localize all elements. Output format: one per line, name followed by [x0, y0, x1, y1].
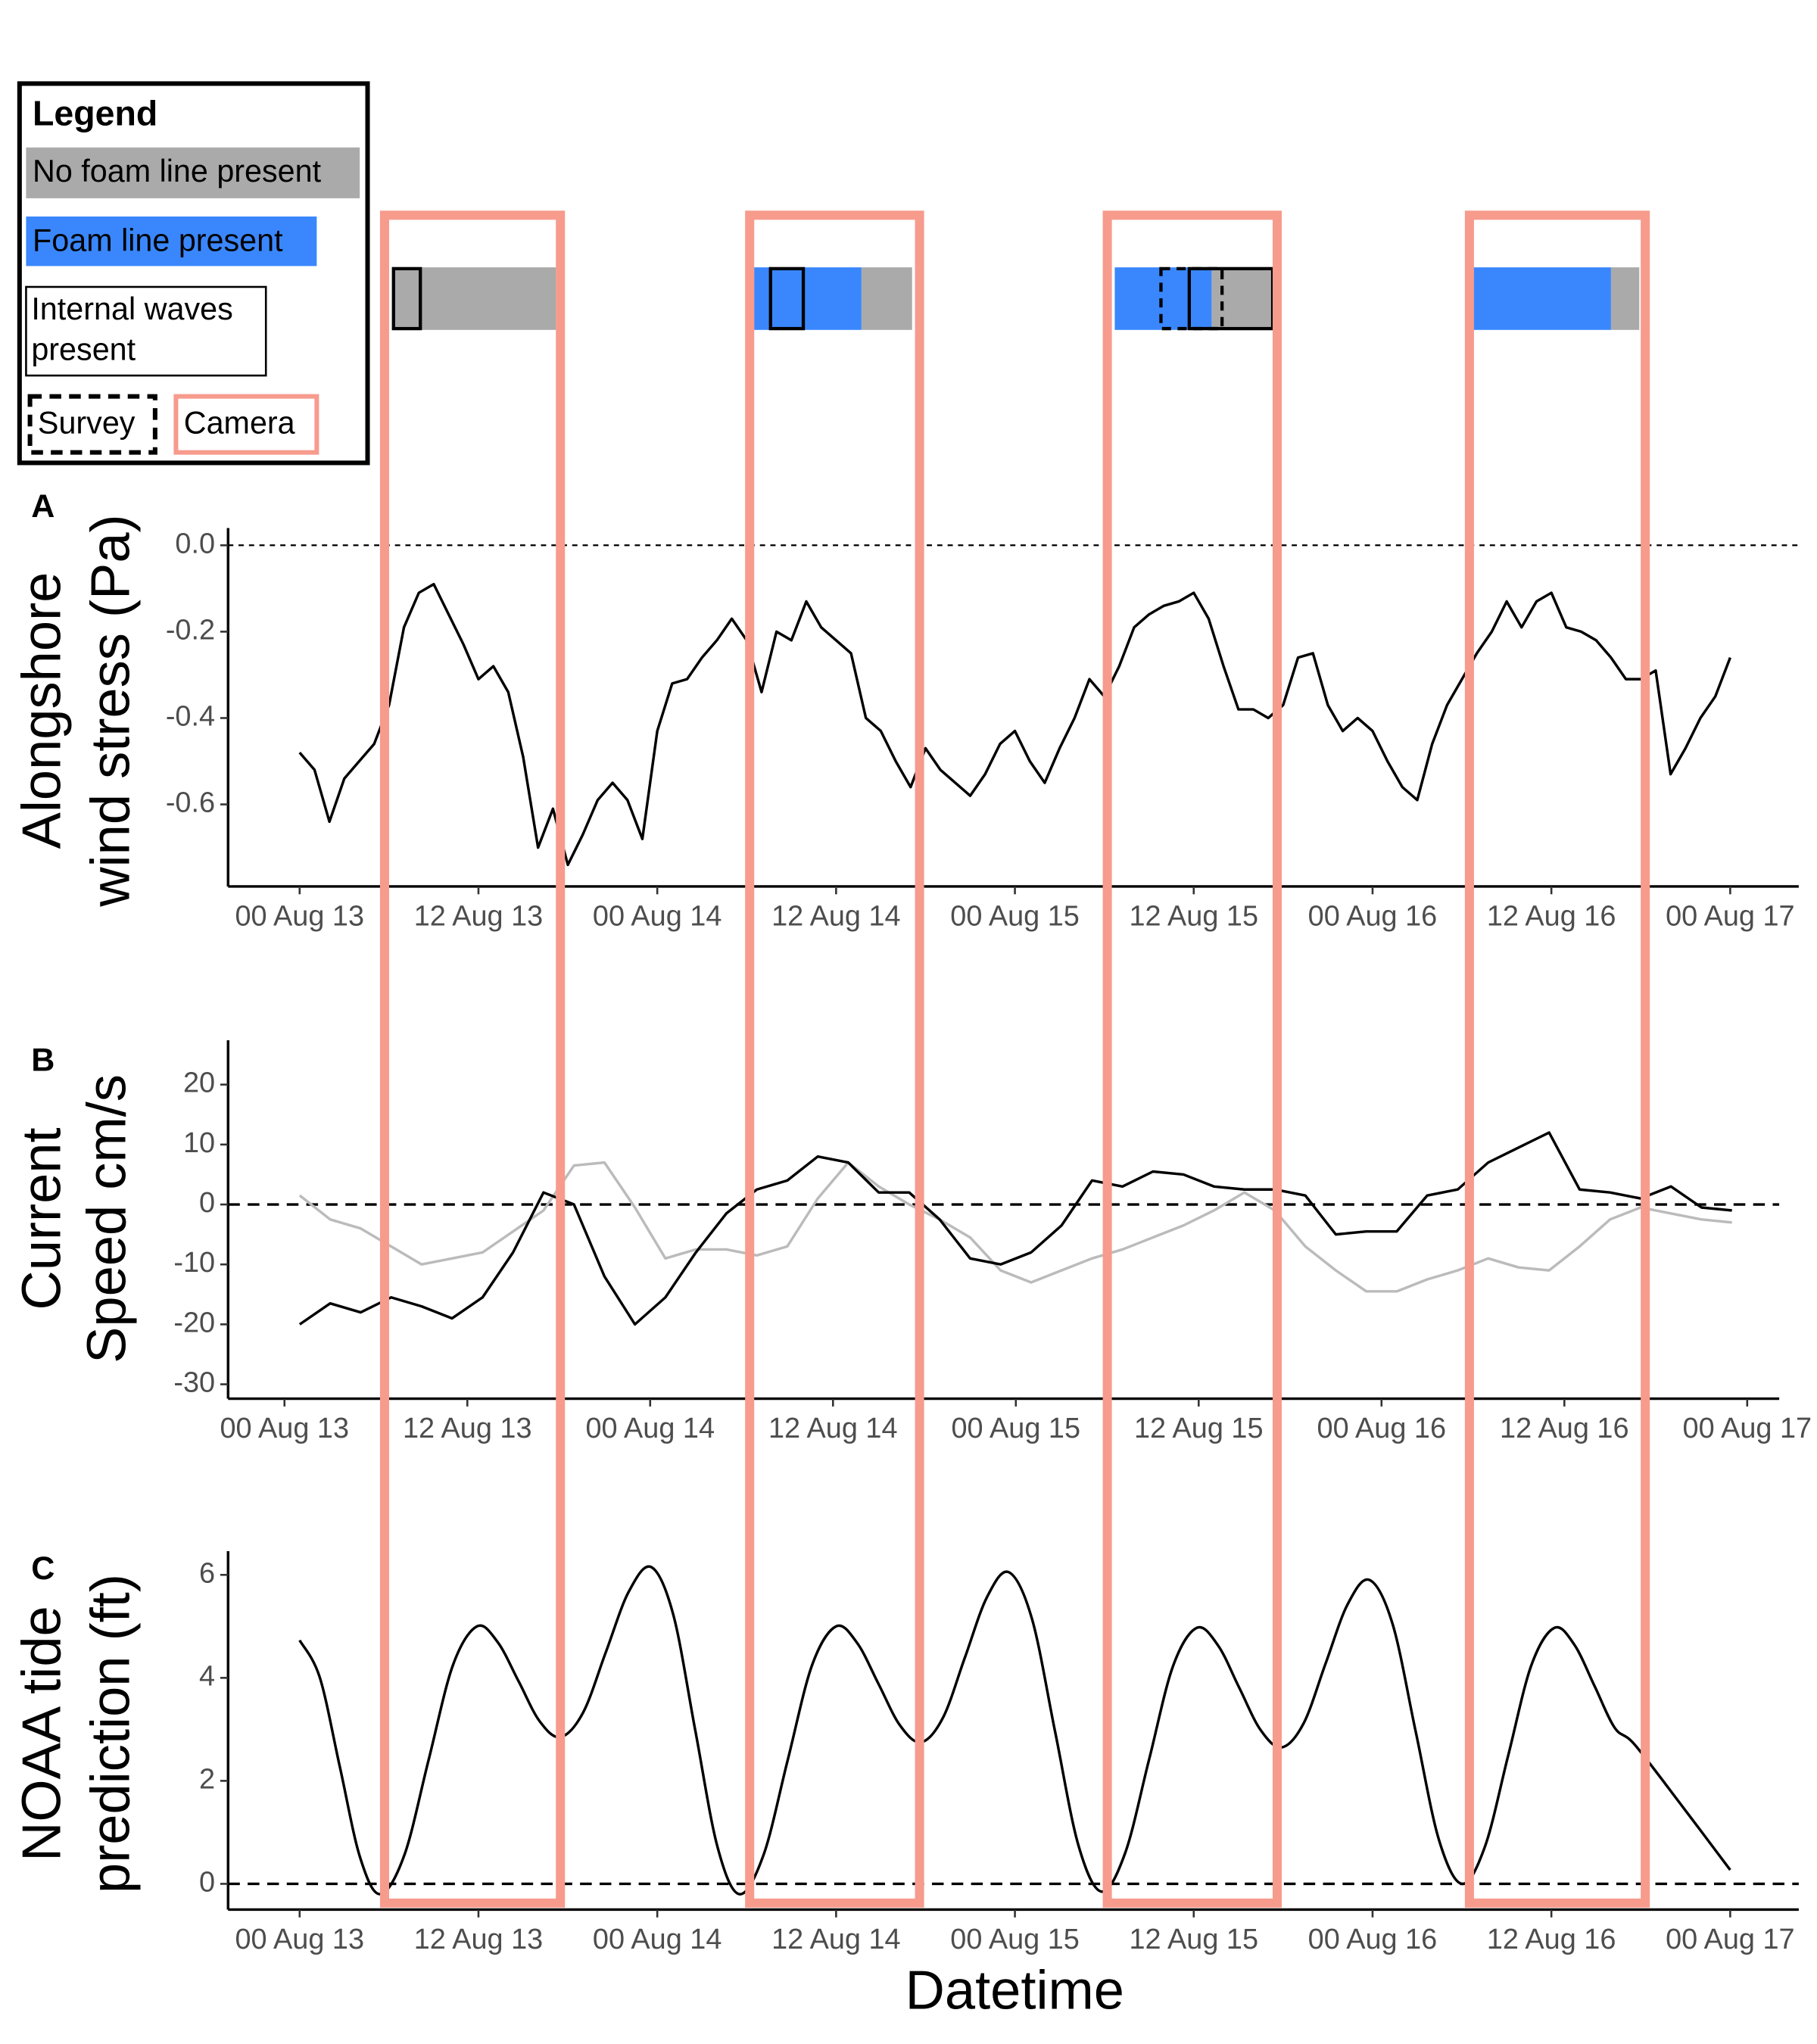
camera-overlay: [379, 210, 1650, 1908]
x-tick-label: 00 Aug 16: [1308, 900, 1438, 932]
x-tick-label: 12 Aug 16: [1500, 1413, 1629, 1444]
y-tick-label: 0: [199, 1866, 215, 1898]
y-tick-label: -0.6: [166, 787, 215, 819]
y-tick-label: 0: [199, 1187, 215, 1219]
legend-label-box: Internal waves present: [31, 291, 233, 368]
legend: Legend No foam line present Foam line pr…: [17, 81, 370, 466]
x-tick-label: 00 Aug 15: [950, 1924, 1080, 1955]
y-tick-label: 2: [199, 1763, 215, 1795]
x-tick-label: 00 Aug 15: [952, 1413, 1081, 1444]
legend-label: Survey: [38, 405, 136, 440]
x-tick-label: 12 Aug 16: [1487, 1924, 1616, 1955]
x-tick-label: 12 Aug 14: [771, 900, 901, 932]
x-tick-label: 00 Aug 13: [235, 1924, 364, 1955]
legend-label: Foam line present: [33, 223, 283, 257]
legend-label: No foam line present: [33, 154, 322, 189]
y-tick-label: 0.0: [175, 528, 215, 559]
x-tick-label: 00 Aug 14: [585, 1413, 715, 1444]
y-axis-label: Speed cm/s: [76, 1074, 137, 1363]
data-line: [298, 582, 1731, 867]
y-tick-label: 10: [183, 1127, 215, 1159]
x-tick-label: 00 Aug 17: [1666, 900, 1795, 932]
x-tick-label: 00 Aug 17: [1666, 1924, 1795, 1955]
x-axis-label: Datetime: [905, 1960, 1124, 2021]
data-line: [298, 1565, 1731, 1896]
x-tick-label: 00 Aug 16: [1317, 1413, 1447, 1444]
foam-state-bar: [393, 267, 556, 330]
y-tick-label: -0.4: [166, 700, 215, 732]
y-axis-label: Alongshore: [11, 572, 72, 849]
foam-state-bar: [1114, 267, 1212, 330]
y-tick-label: 4: [199, 1660, 215, 1692]
x-tick-label: 12 Aug 13: [403, 1413, 532, 1444]
foam-state-bar: [861, 267, 912, 330]
y-tick-label: -10: [173, 1247, 215, 1279]
y-axis-label: prediction (ft): [81, 1574, 142, 1893]
legend-label: Internal waves present: [31, 291, 233, 368]
x-tick-label: 00 Aug 13: [220, 1413, 349, 1444]
camera-window: [1102, 210, 1282, 1908]
legend-swatch: [27, 394, 157, 455]
panel-label: A: [31, 488, 55, 525]
data-line: [298, 1131, 1732, 1326]
y-axis-label: Current: [11, 1127, 72, 1310]
x-tick-label: 12 Aug 15: [1134, 1413, 1264, 1444]
x-tick-label: 00 Aug 13: [235, 900, 364, 932]
survey-window: [1159, 266, 1224, 331]
x-tick-label: 00 Aug 14: [593, 900, 722, 932]
x-tick-label: 12 Aug 13: [414, 900, 544, 932]
x-tick-label: 12 Aug 15: [1129, 900, 1258, 932]
x-tick-label: 00 Aug 15: [950, 900, 1080, 932]
legend-swatch: [173, 394, 319, 455]
internal-waves-window: [768, 266, 806, 331]
x-tick-label: 12 Aug 16: [1487, 900, 1616, 932]
y-tick-label: -20: [173, 1307, 215, 1338]
camera-window: [379, 210, 566, 1908]
legend-label: Camera: [184, 405, 295, 440]
y-axis-label: wind stress (Pa): [81, 514, 142, 907]
plots: 0.0 -0.2 -0.4 -0.6 00 Aug 13 12 Aug 13 00 Aug …: [11, 266, 1812, 2021]
x-tick-label: 12 Aug 14: [771, 1924, 901, 1955]
x-tick-label: 00 Aug 14: [593, 1924, 722, 1955]
x-tick-label: 00 Aug 16: [1308, 1924, 1438, 1955]
data-line: [298, 1161, 1732, 1293]
camera-window: [1464, 210, 1650, 1908]
foam-state-bar: [1610, 267, 1640, 330]
foam-state-bar: [1472, 267, 1611, 330]
panel-label: B: [31, 1042, 55, 1079]
y-tick-label: -30: [173, 1367, 215, 1399]
camera-window: [745, 210, 924, 1908]
y-tick-label: 6: [199, 1557, 215, 1589]
y-axis-label: NOAA tide: [11, 1606, 72, 1862]
legend-swatch: [26, 217, 317, 266]
internal-waves-window: [391, 266, 422, 331]
x-tick-label: 12 Aug 14: [768, 1413, 898, 1444]
x-tick-label: 00 Aug 17: [1683, 1413, 1812, 1444]
legend-swatch: [25, 285, 267, 377]
x-tick-label: 12 Aug 13: [414, 1924, 544, 1955]
y-tick-label: 20: [183, 1067, 215, 1099]
legend-title: Legend: [33, 94, 157, 133]
y-tick-label: -0.2: [166, 614, 215, 646]
legend-swatch: [26, 147, 360, 198]
x-tick-label: 12 Aug 15: [1129, 1924, 1258, 1955]
panel-label: C: [31, 1550, 55, 1587]
